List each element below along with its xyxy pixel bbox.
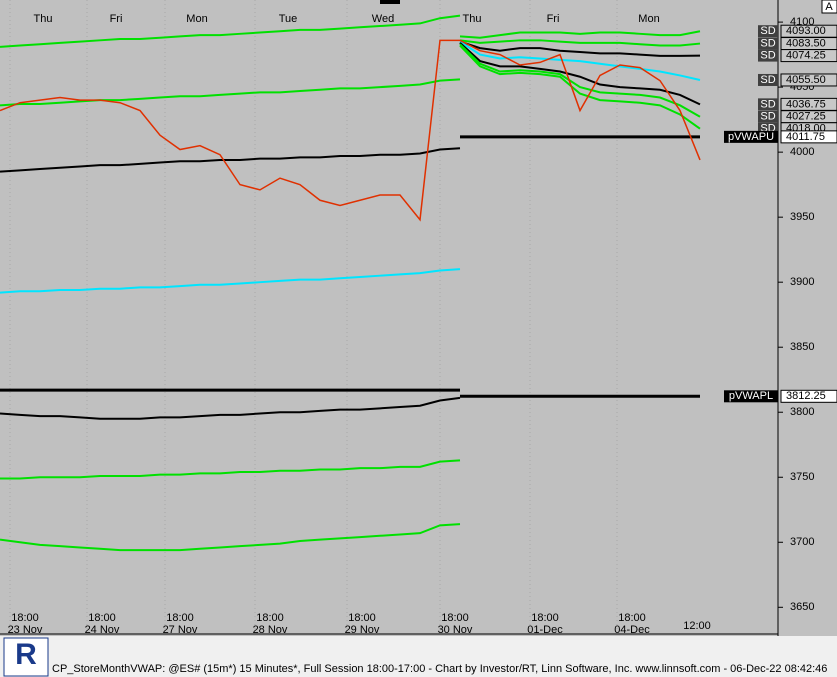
level-value-box — [780, 73, 837, 87]
day-label: Fri — [110, 13, 123, 25]
date-label: 04-Dec — [614, 624, 650, 636]
level-value: 3812.25 — [786, 390, 826, 402]
y-tick-label: 3650 — [790, 601, 814, 613]
level-name: SD — [760, 98, 775, 110]
day-label: Mon — [638, 13, 659, 25]
level-value: 4036.75 — [786, 98, 826, 110]
series-line — [459, 40, 701, 57]
time-label: 18:00 — [88, 612, 116, 624]
date-label: 28 Nov — [253, 624, 288, 636]
time-label: 18:00 — [531, 612, 559, 624]
level-tag — [758, 49, 778, 62]
level-tag — [758, 73, 778, 86]
level-value: 4011.75 — [786, 131, 825, 143]
level-value-box — [780, 130, 837, 144]
day-label: Mon — [186, 13, 207, 25]
y-tick-label: 3950 — [790, 211, 814, 223]
tab — [380, 0, 400, 4]
date-label: 27 Nov — [163, 624, 198, 636]
level-name: SD — [760, 37, 775, 49]
series-line — [0, 523, 461, 552]
level-tag — [758, 37, 778, 50]
level-tag — [724, 390, 778, 403]
level-name: SD — [760, 25, 775, 37]
time-label: 18:00 — [166, 612, 194, 624]
logo-letter: R — [15, 638, 37, 671]
date-label: 23 Nov — [8, 624, 43, 636]
series-line — [0, 268, 461, 294]
time-label: 18:00 — [11, 612, 39, 624]
date-label: 01-Dec — [527, 624, 563, 636]
level-value: 4055.50 — [786, 74, 826, 86]
footer-bar — [0, 636, 837, 677]
level-name: SD — [760, 111, 775, 123]
date-label: 29 Nov — [345, 624, 380, 636]
corner-button-label[interactable]: A — [825, 1, 833, 13]
level-value: 4083.50 — [786, 37, 826, 49]
series-line — [459, 42, 701, 106]
y-tick-label: 3850 — [790, 341, 814, 353]
level-name: pVWAPL — [729, 390, 773, 402]
level-value-box — [780, 49, 837, 63]
date-label: 24 Nov — [85, 624, 120, 636]
time-label: 12:00 — [683, 620, 711, 632]
series-line — [0, 396, 461, 420]
day-label: Wed — [372, 13, 394, 25]
level-name: pVWAPU — [728, 131, 774, 143]
level-value: 4074.25 — [786, 49, 826, 61]
footer-caption: CP_StoreMonthVWAP: @ES# (15m*) 15 Minute… — [52, 663, 827, 675]
series-line — [459, 44, 701, 130]
day-label: Thu — [463, 13, 482, 25]
level-tag — [724, 130, 778, 143]
corner-button[interactable] — [821, 0, 837, 14]
y-tick-label: 3900 — [790, 276, 814, 288]
level-name: SD — [760, 49, 775, 61]
time-label: 18:00 — [348, 612, 376, 624]
level-tag — [758, 25, 778, 38]
series-line — [459, 30, 701, 39]
day-label: Fri — [547, 13, 560, 25]
level-name: SD — [760, 74, 775, 86]
level-tag — [758, 98, 778, 111]
series-line — [459, 43, 701, 118]
level-value: 4027.25 — [786, 111, 826, 123]
level-value-box — [780, 389, 837, 403]
y-tick-label: 3700 — [790, 536, 814, 548]
level-tag — [758, 110, 778, 123]
level-value: 4093.00 — [786, 25, 826, 37]
y-tick-label: 3800 — [790, 406, 814, 418]
series-line — [0, 39, 701, 222]
time-label: 18:00 — [618, 612, 646, 624]
time-label: 18:00 — [441, 612, 469, 624]
series-line — [459, 40, 701, 81]
day-label: Thu — [34, 13, 53, 25]
date-label: 30 Nov — [438, 624, 473, 636]
logo — [3, 637, 49, 677]
series-line — [0, 78, 461, 107]
time-label: 18:00 — [256, 612, 284, 624]
series-line — [0, 14, 461, 48]
y-tick-label: 3750 — [790, 471, 814, 483]
series-line — [459, 39, 701, 47]
series-line — [0, 459, 461, 480]
series-line — [0, 147, 461, 173]
y-tick-label: 4000 — [790, 146, 814, 158]
day-label: Tue — [279, 13, 298, 25]
